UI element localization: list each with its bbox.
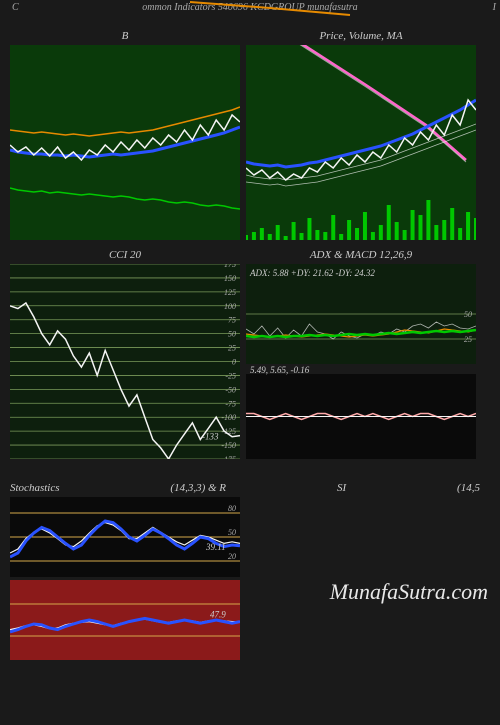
panel-adx: ADX & MACD 12,26,9 ADX: 5.88 +DY: 21.62 …	[246, 246, 476, 459]
panel-adx-title: ADX & MACD 12,26,9	[246, 246, 476, 264]
svg-text:80: 80	[228, 504, 236, 513]
svg-text:50: 50	[464, 310, 472, 319]
svg-text:100: 100	[224, 302, 236, 311]
svg-text:20: 20	[228, 552, 236, 561]
svg-text:-75: -75	[225, 399, 236, 408]
panel-b-title: B	[10, 27, 240, 45]
svg-text:0: 0	[232, 358, 236, 367]
svg-text:-100: -100	[221, 413, 236, 422]
svg-text:39.11: 39.11	[205, 542, 226, 552]
svg-text:47.9: 47.9	[210, 610, 226, 620]
svg-text:150: 150	[224, 274, 236, 283]
chart-price	[246, 45, 476, 240]
svg-text:50: 50	[228, 528, 236, 537]
panel-cci: CCI 20 -175-150-125-100-75-50-2502550751…	[10, 246, 240, 459]
chart-stochastics: 20 50 80 39.11	[10, 497, 240, 577]
svg-text:-50: -50	[225, 385, 236, 394]
svg-text:25: 25	[464, 335, 472, 344]
svg-text:5.49, 5.65, -0.16: 5.49, 5.65, -0.16	[250, 365, 310, 375]
stoch-title-si: SI	[337, 479, 346, 497]
header-left: C	[12, 2, 19, 13]
chart-cci: -175-150-125-100-75-50-25025507510012515…	[10, 264, 240, 459]
svg-text:-150: -150	[221, 441, 236, 450]
panel-cci-title: CCI 20	[10, 246, 240, 264]
stoch-title-left: Stochastics	[10, 479, 60, 497]
panel-stochastics: Stochastics (14,3,3) & R SI (14,5 20 50 80…	[10, 479, 480, 660]
svg-text:175: 175	[224, 264, 236, 269]
svg-text:ADX: 5.88 +DY: 21.62 -DY: 2: ADX: 5.88 +DY: 21.62 -DY: 24.32	[249, 268, 375, 278]
header-trend-lines	[190, 0, 440, 30]
svg-text:75: 75	[228, 316, 236, 325]
header-right: I	[493, 2, 496, 13]
chart-b	[10, 45, 240, 240]
stoch-title-param: (14,5	[457, 479, 480, 497]
svg-text:50: 50	[228, 330, 236, 339]
panel-b: B	[10, 27, 240, 240]
chart-adx: ADX: 5.88 +DY: 21.62 -DY: 24.3225505.49,…	[246, 264, 476, 459]
svg-text:-133: -133	[202, 432, 219, 442]
stoch-title-right: (14,3,3) & R	[170, 479, 226, 497]
svg-text:125: 125	[224, 288, 236, 297]
svg-text:25: 25	[228, 344, 236, 353]
svg-text:-175: -175	[221, 455, 236, 459]
svg-text:-25: -25	[225, 371, 236, 380]
panel-price-title: Price, Volume, MA	[246, 27, 476, 45]
chart-rsi: 47.9	[10, 580, 240, 660]
watermark-text: MunafaSutra.com	[330, 579, 488, 605]
panel-price: Price, Volume, MA	[246, 27, 476, 240]
